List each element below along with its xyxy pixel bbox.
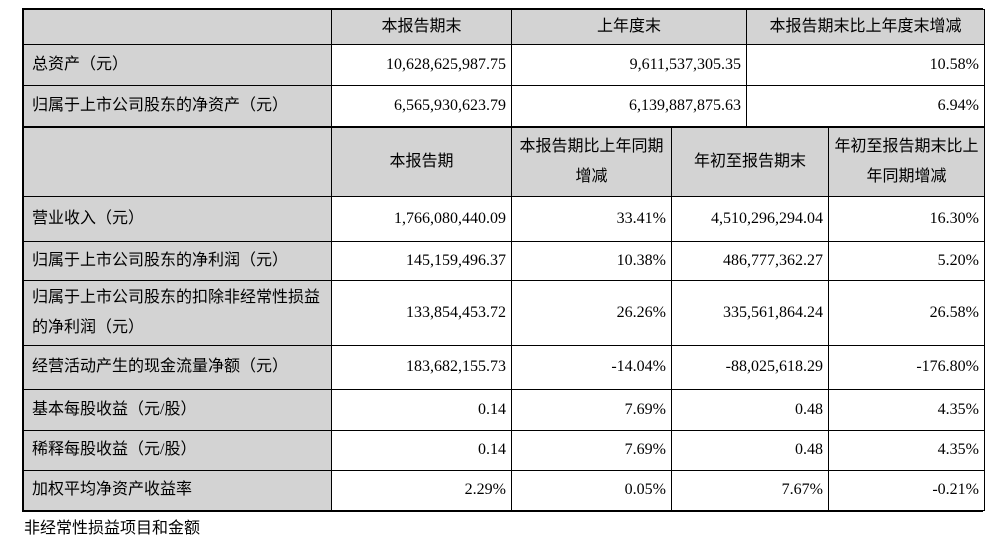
value-cell: 6.94% [746, 84, 985, 127]
value-cell: 183,682,155.73 [331, 344, 512, 390]
col-header-period-yoy-change: 本报告期比上年同期增减 [511, 126, 672, 197]
value-cell: 26.26% [511, 279, 672, 346]
value-cell: 2.29% [331, 469, 512, 511]
value-cell: 26.58% [828, 279, 985, 346]
row-label-diluted-eps: 稀释每股收益（元/股） [23, 429, 332, 471]
header-row: 本报告期末 上年度末 本报告期末比上年度末增减 [23, 9, 985, 45]
corner-cell [23, 126, 332, 197]
value-cell: 0.48 [671, 429, 829, 471]
value-cell: 486,777,362.27 [671, 240, 829, 281]
table-row: 经营活动产生的现金流量净额（元） 183,682,155.73 -14.04% … [23, 344, 985, 390]
value-cell: 7.67% [671, 469, 829, 511]
value-cell: -176.80% [828, 344, 985, 390]
period-end-table: 本报告期末 上年度末 本报告期末比上年度末增减 总资产（元） 10,628,62… [23, 9, 985, 127]
value-cell: 16.30% [828, 195, 985, 242]
value-cell: 4,510,296,294.04 [671, 195, 829, 242]
value-cell: 0.05% [511, 469, 672, 511]
key-financials-table: 本报告期末 上年度末 本报告期末比上年度末增减 总资产（元） 10,628,62… [22, 8, 985, 512]
value-cell: -14.04% [511, 344, 672, 390]
table-row: 营业收入（元） 1,766,080,440.09 33.41% 4,510,29… [23, 195, 985, 242]
value-cell: 33.41% [511, 195, 672, 242]
col-header-year-to-date: 年初至报告期末 [671, 126, 829, 197]
value-cell: -88,025,618.29 [671, 344, 829, 390]
value-cell: 7.69% [511, 388, 672, 431]
table-row: 归属于上市公司股东的净利润（元） 145,159,496.37 10.38% 4… [23, 240, 985, 281]
value-cell: 7.69% [511, 429, 672, 471]
table-row: 归属于上市公司股东的扣除非经常性损益的净利润（元） 133,854,453.72… [23, 279, 985, 346]
value-cell: 10.38% [511, 240, 672, 281]
row-label-operating-cash-flow: 经营活动产生的现金流量净额（元） [23, 344, 332, 390]
table-row: 归属于上市公司股东的净资产（元） 6,565,930,623.79 6,139,… [23, 84, 985, 127]
table-row: 基本每股收益（元/股） 0.14 7.69% 0.48 4.35% [23, 388, 985, 431]
value-cell: 4.35% [828, 429, 985, 471]
corner-cell [23, 9, 332, 45]
row-label-total-assets: 总资产（元） [23, 43, 332, 86]
row-label-net-profit-excl-nonrecurring: 归属于上市公司股东的扣除非经常性损益的净利润（元） [23, 279, 332, 346]
row-label-revenue: 营业收入（元） [23, 195, 332, 242]
value-cell: 10,628,625,987.75 [331, 43, 512, 86]
col-header-period-end-change: 本报告期末比上年度末增减 [746, 9, 985, 45]
value-cell: 6,139,887,875.63 [511, 84, 747, 127]
row-label-net-assets: 归属于上市公司股东的净资产（元） [23, 84, 332, 127]
value-cell: 4.35% [828, 388, 985, 431]
table-row: 加权平均净资产收益率 2.29% 0.05% 7.67% -0.21% [23, 469, 985, 511]
col-header-current-period: 本报告期 [331, 126, 512, 197]
row-label-net-profit: 归属于上市公司股东的净利润（元） [23, 240, 332, 281]
value-cell: 5.20% [828, 240, 985, 281]
reporting-period-table: 本报告期 本报告期比上年同期增减 年初至报告期末 年初至报告期末比上年同期增减 … [23, 126, 985, 511]
value-cell: 335,561,864.24 [671, 279, 829, 346]
value-cell: 0.14 [331, 429, 512, 471]
value-cell: 1,766,080,440.09 [331, 195, 512, 242]
value-cell: 133,854,453.72 [331, 279, 512, 346]
row-label-basic-eps: 基本每股收益（元/股） [23, 388, 332, 431]
value-cell: 0.14 [331, 388, 512, 431]
value-cell: 9,611,537,305.35 [511, 43, 747, 86]
col-header-prior-year-end: 上年度末 [511, 9, 747, 45]
table-row: 总资产（元） 10,628,625,987.75 9,611,537,305.3… [23, 43, 985, 86]
value-cell: -0.21% [828, 469, 985, 511]
value-cell: 6,565,930,623.79 [331, 84, 512, 127]
section-caption: 非经常性损益项目和金额 [24, 520, 201, 537]
col-header-current-period-end: 本报告期末 [331, 9, 512, 45]
row-label-weighted-avg-roe: 加权平均净资产收益率 [23, 469, 332, 511]
header-row: 本报告期 本报告期比上年同期增减 年初至报告期末 年初至报告期末比上年同期增减 [23, 126, 985, 197]
value-cell: 0.48 [671, 388, 829, 431]
table-row: 稀释每股收益（元/股） 0.14 7.69% 0.48 4.35% [23, 429, 985, 471]
value-cell: 145,159,496.37 [331, 240, 512, 281]
value-cell: 10.58% [746, 43, 985, 86]
col-header-ytd-yoy-change: 年初至报告期末比上年同期增减 [828, 126, 985, 197]
